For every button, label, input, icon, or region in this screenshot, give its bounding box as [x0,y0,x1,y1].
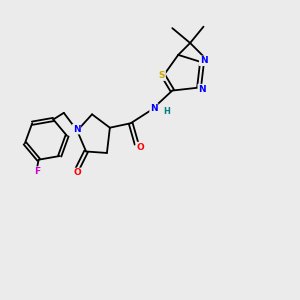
Text: H: H [164,107,170,116]
Text: N: N [198,85,206,94]
Text: F: F [34,167,40,176]
Text: O: O [73,168,81,177]
Text: O: O [136,142,144,152]
Text: N: N [73,125,80,134]
Text: N: N [200,56,207,65]
Text: S: S [159,71,165,80]
Text: N: N [150,104,158,113]
